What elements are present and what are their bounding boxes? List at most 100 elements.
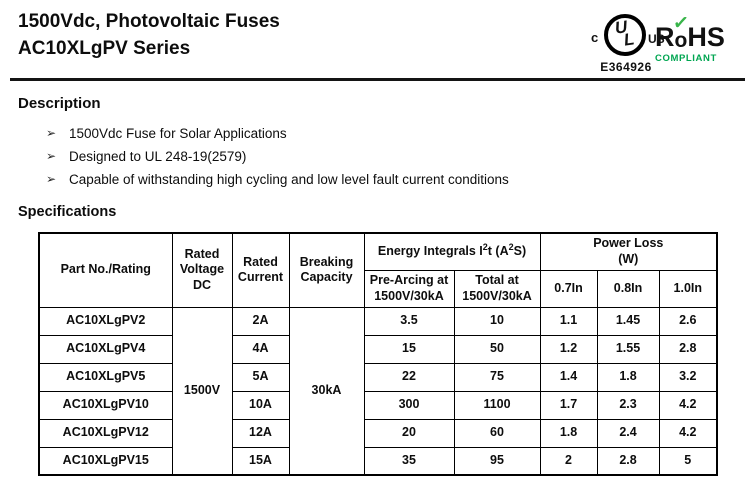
table-row: AC10XLgPV4 4A 15 50 1.2 1.55 2.8 — [38, 334, 718, 364]
power-loss-0-7-cell: 1.1 — [539, 306, 598, 336]
rated-current-cell: 12A — [231, 418, 290, 448]
part-no-cell: AC10XLgPV2 — [38, 306, 173, 336]
specifications-table: Part No./Rating Rated Voltage DC Rated C… — [38, 232, 719, 476]
energy-header-text: Energy Integrals I — [377, 243, 483, 258]
col-header-part-no: Part No./Rating — [38, 232, 173, 308]
power-loss-0-8-cell: 1.55 — [596, 334, 660, 364]
title-line-1: 1500Vdc, Photovoltaic Fuses — [18, 11, 280, 32]
table-row: AC10XLgPV15 15A 35 95 2 2.8 5 — [38, 446, 718, 476]
col-header-power-loss: Power Loss (W) — [539, 232, 718, 271]
col-header-energy-integrals: Energy Integrals I2t (A2S) — [363, 232, 541, 271]
power-loss-1-0-cell: 3.2 — [658, 362, 718, 392]
power-loss-0-7-cell: 1.4 — [539, 362, 598, 392]
rohs-letters-hs: HS — [687, 22, 725, 52]
total-cell: 60 — [453, 418, 541, 448]
rated-current-cell: 4A — [231, 334, 290, 364]
power-loss-0-7-cell: 2 — [539, 446, 598, 476]
title-line-2: AC10XLgPV Series — [18, 38, 191, 59]
table-row: AC10XLgPV12 12A 20 60 1.8 2.4 4.2 — [38, 418, 718, 448]
power-loss-0-8-cell: 2.3 — [596, 390, 660, 420]
pre-arcing-line1: Pre-Arcing at — [369, 272, 449, 287]
rated-current-cell: 5A — [231, 362, 290, 392]
total-cell: 75 — [453, 362, 541, 392]
total-cell: 1100 — [453, 390, 541, 420]
total-cell: 95 — [453, 446, 541, 476]
pre-arcing-cell: 15 — [363, 334, 455, 364]
header-divider — [10, 78, 745, 81]
rated-current-cell: 10A — [231, 390, 290, 420]
part-no-cell: AC10XLgPV15 — [38, 446, 173, 476]
part-no-cell: AC10XLgPV12 — [38, 418, 173, 448]
superscript-2: 2 — [482, 241, 488, 252]
power-loss-1-0-cell: 2.6 — [658, 306, 718, 336]
total-cell: 10 — [453, 306, 541, 336]
ul-c-label: c — [591, 30, 599, 45]
pre-arcing-cell: 300 — [363, 390, 455, 420]
energy-header-text: S) — [513, 243, 527, 258]
col-header-rated-current: Rated Current — [231, 232, 290, 308]
power-loss-line1: Power Loss — [593, 236, 664, 251]
power-loss-0-8-cell: 1.45 — [596, 306, 660, 336]
rohs-compliant-label: COMPLIANT — [655, 53, 717, 64]
rated-current-cell: 15A — [231, 446, 290, 476]
pre-arcing-line2: 1500V/30kA — [374, 288, 444, 303]
power-loss-0-8-cell: 1.8 — [596, 362, 660, 392]
document-header: 1500Vdc, Photovoltaic Fuses AC10XLgPV Se… — [0, 0, 756, 78]
superscript-2: 2 — [508, 241, 514, 252]
rohs-letter-r: R — [655, 22, 675, 52]
ul-listed-logo: c U L US E364926 — [580, 12, 672, 76]
arrow-bullet-icon: ➢ — [46, 126, 57, 140]
total-cell: 50 — [453, 334, 541, 364]
pre-arcing-cell: 35 — [363, 446, 455, 476]
list-item: ➢ Designed to UL 248-19(2579) — [46, 145, 756, 168]
pre-arcing-cell: 20 — [363, 418, 455, 448]
pre-arcing-cell: 22 — [363, 362, 455, 392]
rated-current-cell: 2A — [231, 306, 290, 336]
table-row: AC10XLgPV2 1500V 2A 30kA 3.5 10 1.1 1.45… — [38, 306, 718, 476]
power-loss-0-7-cell: 1.2 — [539, 334, 598, 364]
part-no-cell: AC10XLgPV10 — [38, 390, 173, 420]
total-line2: 1500V/30kA — [462, 288, 532, 303]
power-loss-line2: (W) — [618, 251, 639, 266]
rohs-letter-o: o — [674, 29, 688, 52]
list-item: ➢ 1500Vdc Fuse for Solar Applications — [46, 122, 756, 145]
power-loss-0-8-cell: 2.8 — [596, 446, 660, 476]
ul-letter-l: L — [622, 29, 636, 50]
col-header-0-7in: 0.7In — [539, 269, 598, 308]
col-header-total: Total at 1500V/30kA — [453, 269, 541, 308]
bullet-text: Capable of withstanding high cycling and… — [69, 172, 509, 187]
description-bullet-list: ➢ 1500Vdc Fuse for Solar Applications ➢ … — [46, 122, 756, 191]
breaking-capacity-merged-cell: 30kA — [288, 306, 365, 476]
ul-circle-icon: U L — [604, 14, 646, 56]
bullet-text: Designed to UL 248-19(2579) — [69, 149, 247, 164]
arrow-bullet-icon: ➢ — [46, 172, 57, 186]
specifications-table-wrap: Part No./Rating Rated Voltage DC Rated C… — [38, 232, 756, 476]
power-loss-1-0-cell: 2.8 — [658, 334, 718, 364]
power-loss-0-7-cell: 1.7 — [539, 390, 598, 420]
power-loss-1-0-cell: 4.2 — [658, 390, 718, 420]
col-header-pre-arcing: Pre-Arcing at 1500V/30kA — [363, 269, 455, 308]
ul-file-number: E364926 — [600, 60, 652, 74]
part-no-cell: AC10XLgPV4 — [38, 334, 173, 364]
list-item: ➢ Capable of withstanding high cycling a… — [46, 168, 756, 191]
pre-arcing-cell: 3.5 — [363, 306, 455, 336]
bullet-text: 1500Vdc Fuse for Solar Applications — [69, 126, 287, 141]
description-heading: Description — [18, 95, 101, 112]
col-header-breaking-capacity: Breaking Capacity — [288, 232, 365, 308]
rated-voltage-merged-cell: 1500V — [171, 306, 233, 476]
part-no-cell: AC10XLgPV5 — [38, 362, 173, 392]
col-header-0-8in: 0.8In — [596, 269, 660, 308]
page-title: 1500Vdc, Photovoltaic Fuses AC10XLgPV Se… — [18, 8, 280, 62]
rohs-letter-o-wrap: ✓ o — [672, 12, 690, 52]
rohs-compliant-logo: R ✓ o HS COMPLIANT — [655, 12, 743, 74]
power-loss-0-7-cell: 1.8 — [539, 418, 598, 448]
col-header-rated-voltage: Rated Voltage DC — [171, 232, 233, 308]
arrow-bullet-icon: ➢ — [46, 149, 57, 163]
specifications-heading: Specifications — [18, 204, 117, 220]
ul-us-label: US — [648, 32, 665, 46]
rohs-wordmark: R ✓ o HS — [655, 12, 743, 52]
col-header-1-0in: 1.0In — [658, 269, 718, 308]
table-row: AC10XLgPV10 10A 300 1100 1.7 2.3 4.2 — [38, 390, 718, 420]
total-line1: Total at — [475, 272, 519, 287]
rohs-checkmark-icon: ✓ — [671, 12, 690, 35]
